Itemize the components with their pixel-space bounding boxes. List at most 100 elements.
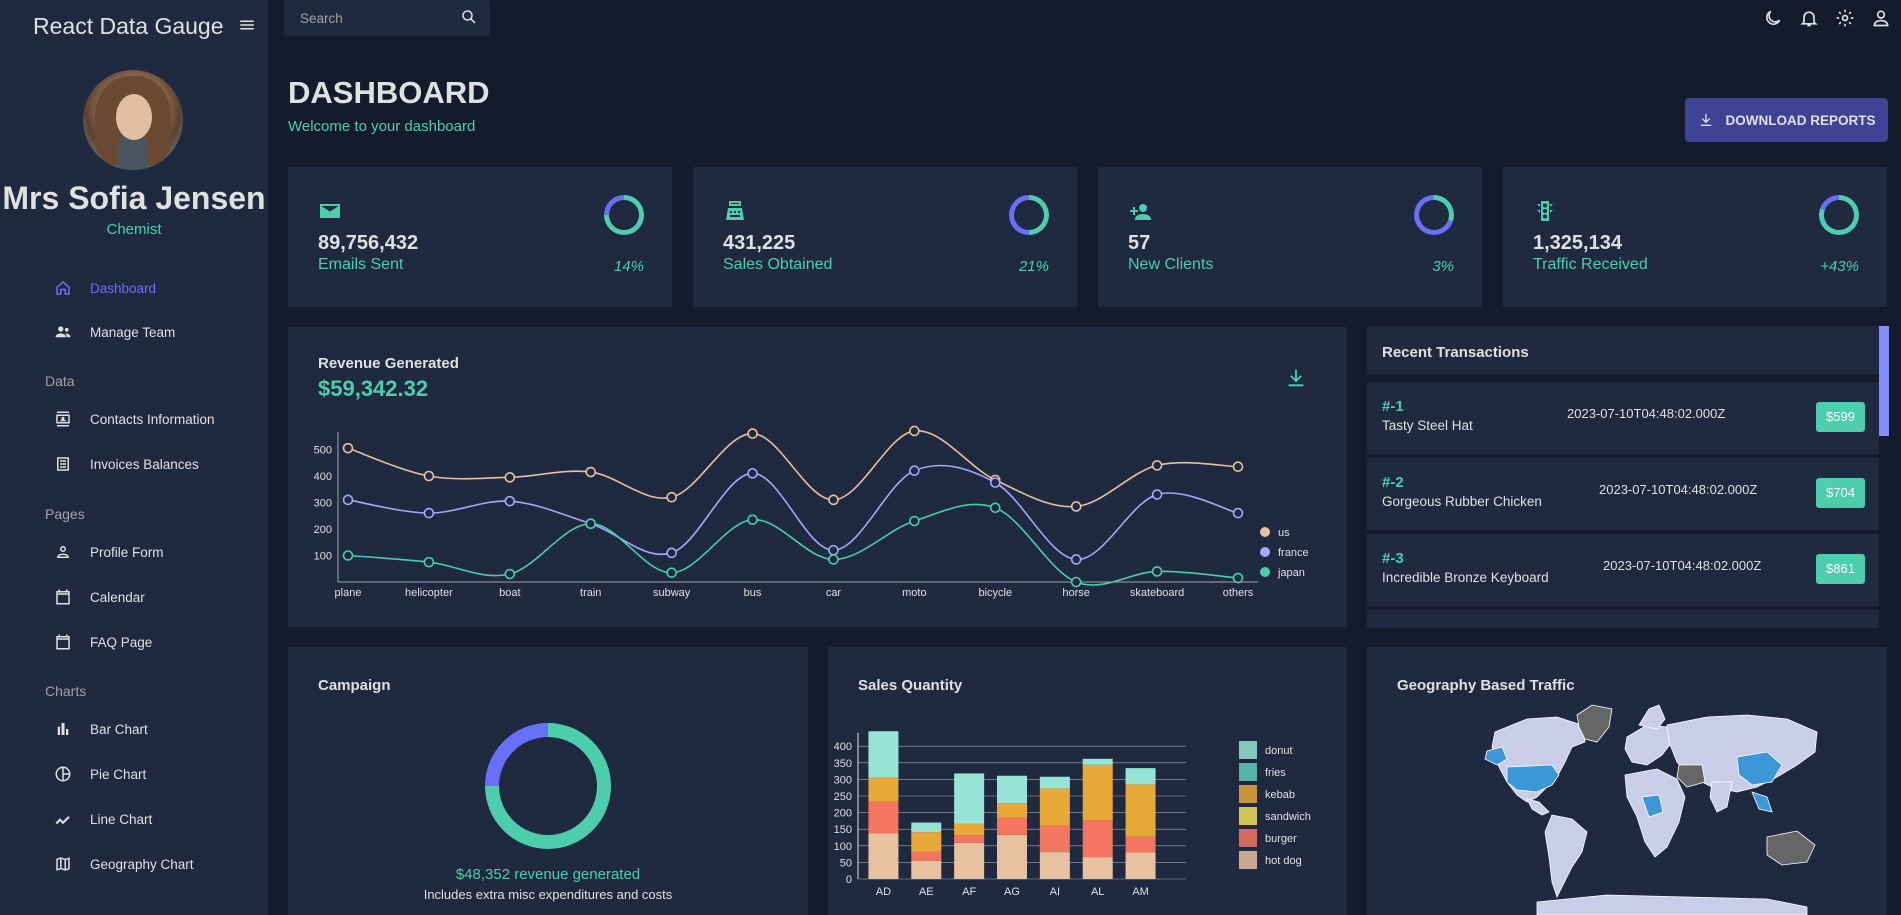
data-point-us [342, 442, 354, 454]
bar-segment-burger [1125, 836, 1156, 853]
bar-chart-icon [57, 723, 69, 735]
transactions-scrollbar[interactable] [1879, 326, 1889, 628]
legend-swatch-france [1260, 547, 1270, 557]
map-greenland [1576, 704, 1613, 743]
sidebar-section-charts: Charts [45, 683, 87, 699]
stat-label: Sales Obtained [723, 256, 833, 273]
bar-segment-donut [911, 822, 942, 833]
transaction-name: Tasty Steel Hat [1382, 418, 1473, 433]
transactions-panel: Recent Transactions #-1 Tasty Steel Hat … [1367, 326, 1881, 628]
account-icon[interactable] [1871, 8, 1891, 28]
campaign-title: Campaign [318, 677, 391, 694]
x-tick-label: plane [335, 587, 362, 599]
sidebar-item-dashboard[interactable]: Dashboard [54, 277, 156, 299]
data-point-us [909, 425, 920, 437]
legend-swatch-hot-dog [1239, 851, 1257, 869]
data-point-japan [1151, 566, 1163, 577]
x-tick-label: others [1223, 587, 1254, 599]
data-point-france [1232, 507, 1244, 519]
brand: React Data Gauge [33, 13, 256, 40]
transaction-name: Incredible Bronze Keyboard [1382, 570, 1549, 585]
user-role: Chemist [106, 221, 162, 238]
revenue-card: Revenue Generated $59,342.32 100 200 300 40… [288, 327, 1347, 627]
sidebar-item-contacts[interactable]: Contacts Information [54, 408, 215, 430]
transaction-id: #-3 [1382, 550, 1404, 567]
data-point-france [989, 477, 1001, 488]
legend-label-donut: donut [1265, 745, 1293, 757]
sidebar-item-calendar[interactable]: Calendar [54, 586, 145, 608]
legend-swatch-japan [1260, 567, 1270, 577]
topbar-icons [1763, 8, 1891, 28]
bar-segment-kebab [1082, 764, 1113, 821]
bar-segment-hot-dog [1039, 852, 1070, 879]
x-tick-label: bicycle [978, 587, 1012, 599]
progress-ring [1009, 195, 1049, 235]
legend-label-burger: burger [1265, 833, 1297, 845]
x-tick-label: helicopter [405, 587, 453, 599]
legend-label-japan: japan [1277, 567, 1305, 579]
geography-title: Geography Based Traffic [1397, 677, 1575, 694]
progress-ring [604, 195, 644, 235]
download-reports-button[interactable]: DOWNLOAD REPORTS [1685, 98, 1888, 142]
search-icon[interactable] [460, 8, 478, 29]
data-point-france [747, 468, 758, 479]
data-point-us [504, 472, 516, 483]
progress-ring [1414, 195, 1454, 235]
stat-increase: +43% [1820, 258, 1859, 275]
sidebar-item-geography-chart[interactable]: Geography Chart [54, 853, 194, 875]
x-tick-label: AI [1050, 886, 1060, 898]
stat-value: 431,225 [723, 232, 796, 254]
sidebar-item-manage-team[interactable]: Manage Team [54, 321, 175, 343]
transaction-id: #-2 [1382, 474, 1404, 491]
map-central-america [1526, 798, 1550, 816]
x-tick-label: car [826, 587, 842, 599]
bar-segment-kebab [911, 832, 942, 852]
data-point-france [504, 495, 516, 507]
contacts-icon [56, 411, 70, 427]
data-point-france [1151, 489, 1163, 500]
map-antarctica [1536, 894, 1808, 915]
legend-swatch-kebab [1239, 785, 1257, 803]
data-point-japan [1070, 576, 1082, 588]
x-tick-label: train [580, 587, 601, 599]
data-point-japan [747, 514, 758, 526]
sidebar-item-pie-chart[interactable]: Pie Chart [54, 763, 146, 785]
data-point-us [585, 466, 597, 478]
sidebar-item-bar-chart[interactable]: Bar Chart [54, 718, 148, 740]
transaction-row: #-1 Tasty Steel Hat 2023-07-10T04:48:02.… [1367, 382, 1881, 454]
sidebar-item-line-chart[interactable]: Line Chart [54, 808, 152, 830]
campaign-revenue: $48,352 revenue generated [455, 866, 641, 883]
sidebar-item-profile-form[interactable]: Profile Form [54, 541, 164, 563]
sidebar-item-faq[interactable]: FAQ Page [54, 631, 152, 653]
y-tick-label: 200 [314, 524, 332, 536]
person-icon [57, 546, 69, 558]
sidebar-item-label: Profile Form [90, 544, 164, 560]
download-icon[interactable] [1285, 367, 1307, 389]
settings-icon[interactable] [1835, 8, 1855, 28]
dark-mode-icon[interactable] [1763, 8, 1783, 28]
map-india [1709, 781, 1733, 813]
menu-icon[interactable] [238, 13, 256, 40]
revenue-title: Revenue Generated [318, 355, 459, 372]
calendar-icon [56, 589, 70, 605]
notifications-icon[interactable] [1799, 8, 1819, 28]
sidebar-item-invoices[interactable]: Invoices Balances [54, 453, 199, 475]
search-input[interactable]: Search [284, 0, 490, 36]
y-tick-label: 300 [314, 498, 332, 510]
sidebar-section-data: Data [45, 373, 75, 389]
x-tick-label: AM [1132, 886, 1149, 898]
download-reports-label: DOWNLOAD REPORTS [1725, 112, 1876, 128]
campaign-card: Campaign $48,352 revenue generated Inclu… [288, 647, 808, 915]
x-tick-label: moto [902, 587, 926, 599]
bar-segment-hot-dog [997, 834, 1027, 879]
map-usa [1506, 764, 1560, 793]
map-southeast-asia [1751, 791, 1773, 813]
campaign-progress-ring [485, 723, 611, 849]
bar-segment-burger [997, 817, 1027, 835]
sidebar-item-label: Line Chart [90, 811, 153, 827]
page-title: DASHBOARD [288, 75, 490, 110]
stat-card-sales: 431,225 Sales Obtained 21% [693, 167, 1077, 307]
revenue-value: $59,342.32 [318, 376, 429, 401]
scrollbar-thumb[interactable] [1879, 326, 1889, 436]
